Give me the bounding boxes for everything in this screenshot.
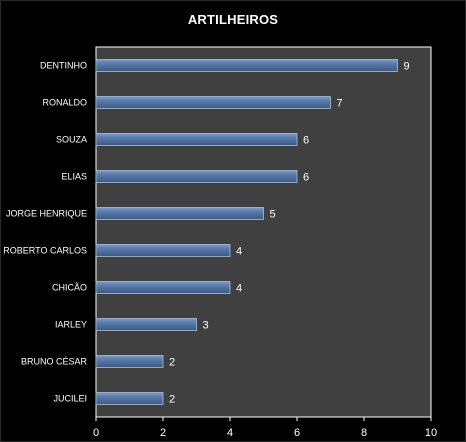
data-label: 9 — [404, 61, 410, 73]
x-tick-label: 0 — [93, 427, 99, 439]
category-label: SOUZA — [56, 135, 87, 145]
bar — [95, 244, 231, 257]
bar — [95, 392, 164, 405]
data-label: 4 — [236, 246, 242, 258]
data-label: 5 — [270, 209, 276, 221]
category-label: JORGE HENRIQUE — [6, 209, 87, 219]
bar — [95, 318, 197, 331]
x-tick-label: 10 — [425, 427, 437, 439]
bar — [95, 207, 264, 220]
chart-title: ARTILHEIROS — [187, 12, 279, 27]
category-label: JUCILEI — [53, 394, 87, 404]
x-tick-label: 6 — [294, 427, 300, 439]
data-label: 3 — [203, 320, 209, 332]
data-label: 7 — [337, 98, 343, 110]
data-label: 6 — [303, 135, 309, 147]
bar — [95, 59, 398, 72]
bar — [95, 96, 331, 109]
bar — [95, 170, 298, 183]
data-label: 6 — [303, 172, 309, 184]
category-label: DENTINHO — [40, 61, 87, 71]
x-tick-label: 2 — [160, 427, 166, 439]
data-label: 2 — [169, 357, 175, 369]
x-tick-label: 4 — [227, 427, 233, 439]
data-label: 2 — [169, 394, 175, 406]
category-label: BRUNO CÉSAR — [21, 357, 88, 367]
bar — [95, 133, 298, 146]
bar — [95, 355, 164, 368]
category-label: CHICÃO — [52, 283, 87, 293]
category-label: IARLEY — [55, 320, 87, 330]
category-label: ROBERTO CARLOS — [3, 246, 87, 256]
data-label: 4 — [236, 283, 242, 295]
x-tick-label: 8 — [361, 427, 367, 439]
category-label: RONALDO — [42, 98, 87, 108]
category-label: ELIAS — [61, 172, 87, 182]
bar — [95, 281, 231, 294]
